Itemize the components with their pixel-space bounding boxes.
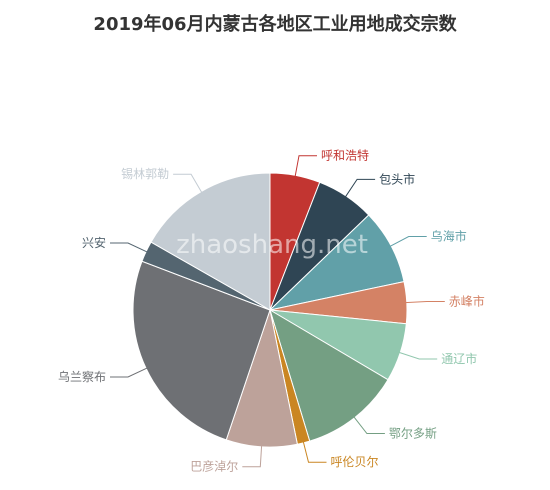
slice-label: 赤峰市 bbox=[449, 294, 485, 309]
slice-label: 乌兰察布 bbox=[58, 369, 106, 384]
slice-label: 包头市 bbox=[379, 171, 415, 186]
label-leader-line bbox=[343, 178, 376, 200]
slice-label: 呼和浩特 bbox=[321, 148, 369, 163]
label-leader-line bbox=[302, 438, 327, 463]
label-leader-line bbox=[396, 351, 438, 360]
pie-slices bbox=[132, 172, 408, 448]
label-leaders bbox=[110, 155, 445, 468]
watermark-text: zhaoshang.net bbox=[176, 230, 368, 260]
slice-label: 通辽市 bbox=[441, 351, 477, 366]
slice-label: 锡林郭勒 bbox=[121, 166, 169, 181]
label-leader-line bbox=[110, 366, 150, 378]
slice-label: 巴彦淖尔 bbox=[190, 459, 238, 474]
slice-label: 兴安 bbox=[82, 235, 106, 250]
label-leader-line bbox=[242, 442, 263, 468]
slice-label: 呼伦贝尔 bbox=[331, 454, 379, 469]
label-leader-line bbox=[387, 236, 427, 249]
label-leader-line bbox=[173, 173, 204, 196]
label-leader-line bbox=[351, 414, 385, 434]
label-leader-line bbox=[110, 242, 150, 254]
label-leader-line bbox=[294, 155, 317, 180]
slice-label: 鄂尔多斯 bbox=[389, 426, 437, 441]
label-leader-line bbox=[402, 301, 445, 304]
slice-label: 乌海市 bbox=[431, 229, 467, 244]
chart-title: 2019年06月内蒙古各地区工业用地成交宗数 bbox=[93, 14, 457, 35]
